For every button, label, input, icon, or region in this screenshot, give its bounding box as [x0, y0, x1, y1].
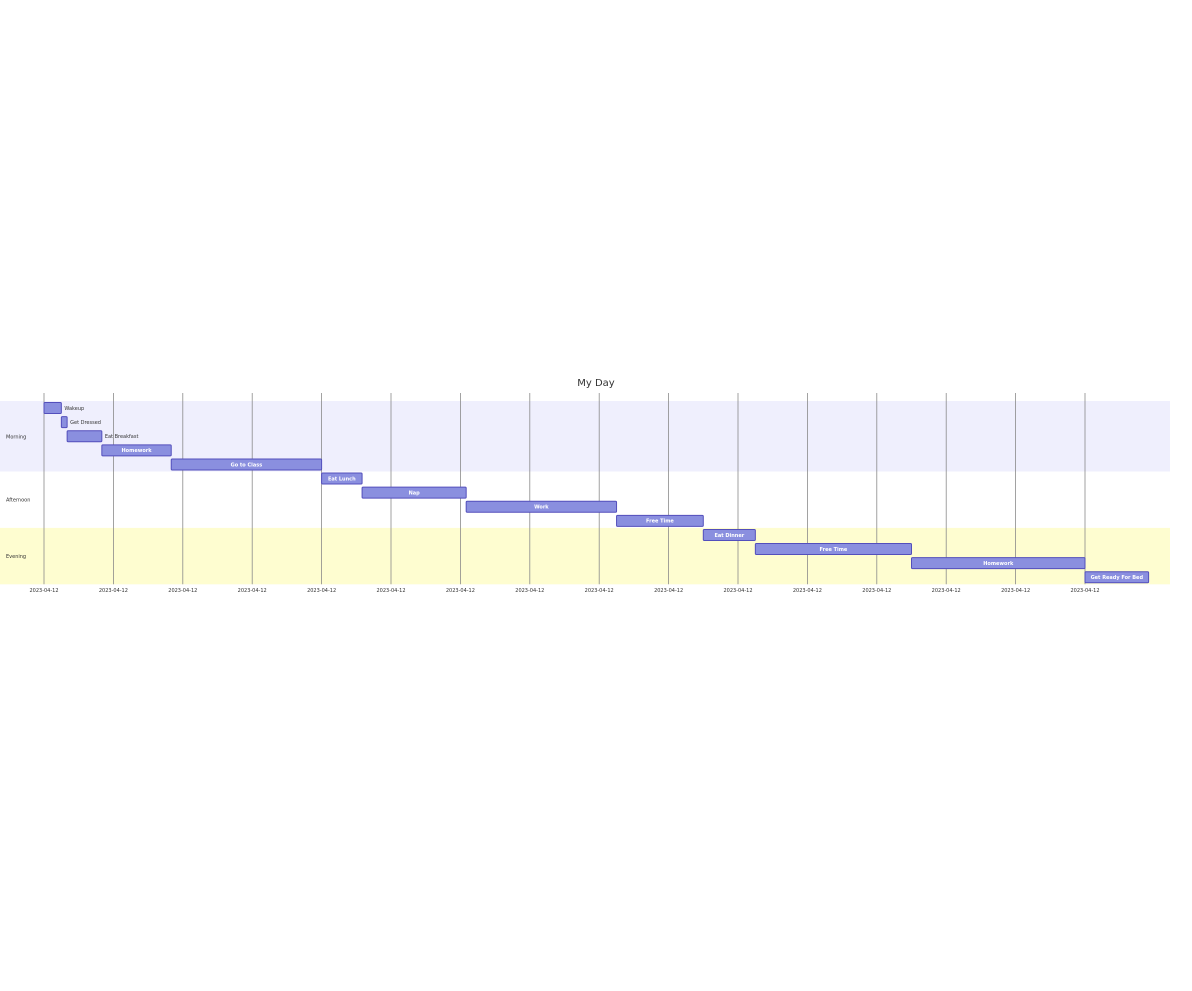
task-bar	[911, 557, 1086, 570]
task-label: Get Ready For Bed	[1091, 575, 1144, 581]
task-bar	[754, 543, 912, 556]
section-label-evening: Evening	[6, 554, 26, 560]
task-bar	[66, 430, 103, 443]
x-tick-label: 2023-04-12	[307, 588, 336, 594]
x-tick-label: 2023-04-12	[1070, 588, 1099, 594]
task-bar	[702, 528, 756, 541]
task-bar	[101, 444, 172, 457]
x-tick-label: 2023-04-12	[515, 588, 544, 594]
task-label: Homework	[121, 448, 152, 454]
x-tick-label: 2023-04-12	[168, 588, 197, 594]
task-labels: Wakeup Get Dressed Eat Breakfast Homework Go…	[64, 406, 1143, 581]
grid-lines	[43, 393, 1086, 585]
x-tick-label: 2023-04-12	[723, 588, 752, 594]
task-label: Eat Breakfast	[105, 434, 139, 440]
task-bar	[321, 472, 363, 485]
chart-title: My Day	[577, 378, 615, 389]
task-label: Free Time	[646, 519, 674, 525]
task-label: Wakeup	[64, 406, 84, 412]
task-bar	[1084, 571, 1150, 584]
x-tick-label: 2023-04-12	[585, 588, 614, 594]
x-tick-label: 2023-04-12	[932, 588, 961, 594]
section-band-afternoon	[0, 471, 1170, 528]
task-bar	[616, 514, 704, 527]
task-label: Eat Dinner	[714, 533, 744, 539]
section-band-evening	[0, 527, 1170, 585]
task-bar	[170, 458, 323, 471]
task-label: Nap	[409, 490, 421, 496]
x-tick-label: 2023-04-12	[446, 588, 475, 594]
x-tick-label: 2023-04-12	[862, 588, 891, 594]
x-tick-label: 2023-04-12	[376, 588, 405, 594]
task-bar	[465, 500, 618, 513]
task-label: Free Time	[820, 547, 848, 553]
task-label: Work	[534, 505, 549, 511]
task-bar	[361, 486, 467, 499]
task-label: Get Dressed	[70, 420, 101, 426]
task-bars	[43, 402, 1150, 584]
x-tick-label: 2023-04-12	[238, 588, 267, 594]
task-label: Go to Class	[231, 462, 263, 468]
task-label: Eat Lunch	[328, 476, 356, 482]
x-tick-label: 2023-04-12	[99, 588, 128, 594]
x-tick-label: 2023-04-12	[1001, 588, 1030, 594]
x-axis-ticks: 2023-04-12 2023-04-12 2023-04-12 2023-04-12…	[29, 588, 1099, 594]
task-label: Homework	[983, 561, 1014, 567]
section-label-morning: Morning	[6, 434, 26, 440]
section-label-afternoon: Afternoon	[6, 498, 30, 504]
task-bar	[43, 402, 62, 415]
x-tick-label: 2023-04-12	[793, 588, 822, 594]
x-tick-label: 2023-04-12	[654, 588, 683, 594]
task-bar	[60, 416, 68, 429]
x-tick-label: 2023-04-12	[29, 588, 58, 594]
section-bands: Morning Afternoon Evening	[0, 401, 1170, 585]
